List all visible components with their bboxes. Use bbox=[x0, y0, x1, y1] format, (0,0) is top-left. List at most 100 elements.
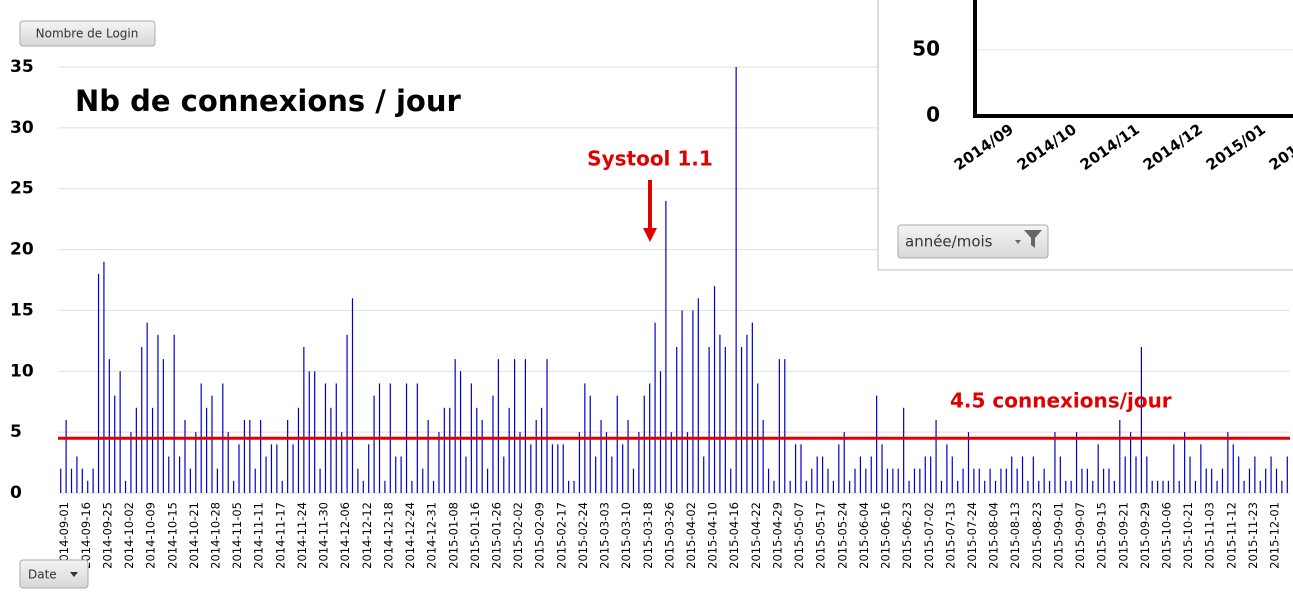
x-tick-label: 2015-07-24 bbox=[965, 502, 979, 569]
bar bbox=[1286, 456, 1288, 493]
bar bbox=[865, 468, 867, 493]
bar bbox=[135, 407, 137, 493]
bar bbox=[503, 456, 505, 493]
x-tick-label: 2015-05-17 bbox=[814, 502, 828, 569]
bar bbox=[368, 444, 370, 493]
bar bbox=[1016, 468, 1018, 493]
bar bbox=[951, 456, 953, 493]
bar bbox=[1248, 468, 1251, 493]
x-tick-label: 2015-01-08 bbox=[446, 502, 460, 569]
bar bbox=[886, 468, 889, 493]
bar bbox=[557, 444, 559, 493]
x-tick-label: 2015-01-26 bbox=[489, 502, 503, 569]
bar bbox=[1162, 480, 1164, 493]
bar bbox=[195, 432, 197, 493]
bar bbox=[276, 444, 278, 493]
date-button-label[interactable]: Date bbox=[28, 568, 57, 582]
bar bbox=[1081, 468, 1083, 493]
bar bbox=[930, 456, 932, 493]
bar bbox=[773, 480, 775, 493]
bar bbox=[422, 468, 424, 493]
x-tick-label: 2015-09-07 bbox=[1073, 502, 1087, 569]
y-tick-label: 30 bbox=[10, 118, 34, 138]
bar bbox=[319, 468, 321, 493]
bar bbox=[1146, 456, 1148, 493]
x-tick-label: 2015-11-23 bbox=[1246, 502, 1260, 569]
bar bbox=[341, 432, 343, 493]
bar bbox=[1092, 480, 1094, 493]
x-tick-label: 2014-12-06 bbox=[338, 502, 352, 569]
x-tick-label: 2015-07-02 bbox=[922, 502, 936, 569]
bar bbox=[1200, 444, 1202, 493]
bar bbox=[357, 468, 359, 493]
bar bbox=[751, 322, 753, 493]
bar bbox=[1216, 480, 1218, 493]
field-button[interactable] bbox=[19, 20, 156, 47]
bar bbox=[967, 432, 970, 493]
bar bbox=[1119, 419, 1121, 493]
bar bbox=[205, 407, 208, 493]
bar bbox=[913, 468, 916, 493]
bar bbox=[1070, 480, 1072, 493]
bar bbox=[957, 480, 959, 493]
bar bbox=[1113, 480, 1115, 493]
bar bbox=[973, 468, 975, 493]
bar bbox=[546, 359, 548, 493]
x-tick-label: 2014-10-15 bbox=[165, 502, 179, 569]
filter-button[interactable] bbox=[897, 224, 1049, 259]
bar bbox=[1043, 468, 1045, 493]
bar bbox=[314, 371, 316, 493]
bar bbox=[1211, 468, 1213, 493]
bar bbox=[1108, 468, 1110, 493]
bar bbox=[443, 407, 445, 493]
x-tick-label: 2015-02-02 bbox=[511, 502, 525, 569]
field-button-label[interactable]: Nombre de Login bbox=[36, 27, 139, 41]
x-tick-label: 2015-06-04 bbox=[857, 502, 871, 569]
bar bbox=[60, 468, 62, 493]
bar bbox=[87, 480, 89, 493]
inset-chart: année/mois 0502014/092014/102014/112014/… bbox=[877, 0, 1293, 271]
bar bbox=[805, 480, 807, 493]
bar bbox=[124, 480, 127, 493]
bar bbox=[427, 419, 429, 493]
bar bbox=[1129, 432, 1132, 493]
bar bbox=[1075, 432, 1078, 493]
bar bbox=[665, 200, 667, 493]
x-tick-label: 2014-11-24 bbox=[295, 502, 309, 569]
bar bbox=[486, 468, 489, 493]
bar bbox=[1005, 468, 1007, 493]
x-tick-label: 2014-12-12 bbox=[360, 502, 374, 569]
y-tick-label: 15 bbox=[10, 300, 34, 320]
x-tick-label: 2014-10-02 bbox=[122, 502, 136, 569]
bar bbox=[1021, 456, 1024, 493]
bar bbox=[151, 407, 154, 493]
x-tick-label: 2014-12-31 bbox=[425, 502, 439, 569]
filter-icon[interactable] bbox=[1015, 230, 1042, 248]
bar bbox=[1221, 468, 1224, 493]
x-tick-label: 2014-10-09 bbox=[144, 502, 158, 569]
x-tick-label: 2015-04-29 bbox=[770, 502, 784, 569]
bar bbox=[681, 310, 683, 493]
bar bbox=[724, 346, 726, 493]
date-button[interactable] bbox=[19, 559, 89, 589]
bar bbox=[962, 468, 964, 493]
bar bbox=[762, 419, 764, 493]
x-tick-label: 2014-10-21 bbox=[187, 502, 201, 569]
bar bbox=[465, 456, 467, 493]
x-tick-label: 2015-11-12 bbox=[1224, 502, 1238, 569]
bar bbox=[994, 480, 997, 493]
bar bbox=[892, 468, 894, 493]
x-tick-label: 2015-04-22 bbox=[749, 502, 763, 569]
bar bbox=[1194, 480, 1197, 493]
bar bbox=[778, 359, 780, 493]
x-tick-label: 2015-02-17 bbox=[554, 502, 568, 569]
bar bbox=[740, 346, 743, 493]
bar bbox=[870, 456, 872, 493]
bar bbox=[303, 346, 305, 493]
x-tick-label: 2015-08-04 bbox=[987, 502, 1001, 569]
bar bbox=[876, 395, 878, 493]
bar bbox=[935, 419, 937, 493]
bar bbox=[1270, 456, 1272, 493]
x-tick-label: 2015-11-03 bbox=[1203, 502, 1217, 569]
filter-button-label[interactable]: année/mois bbox=[905, 233, 993, 251]
